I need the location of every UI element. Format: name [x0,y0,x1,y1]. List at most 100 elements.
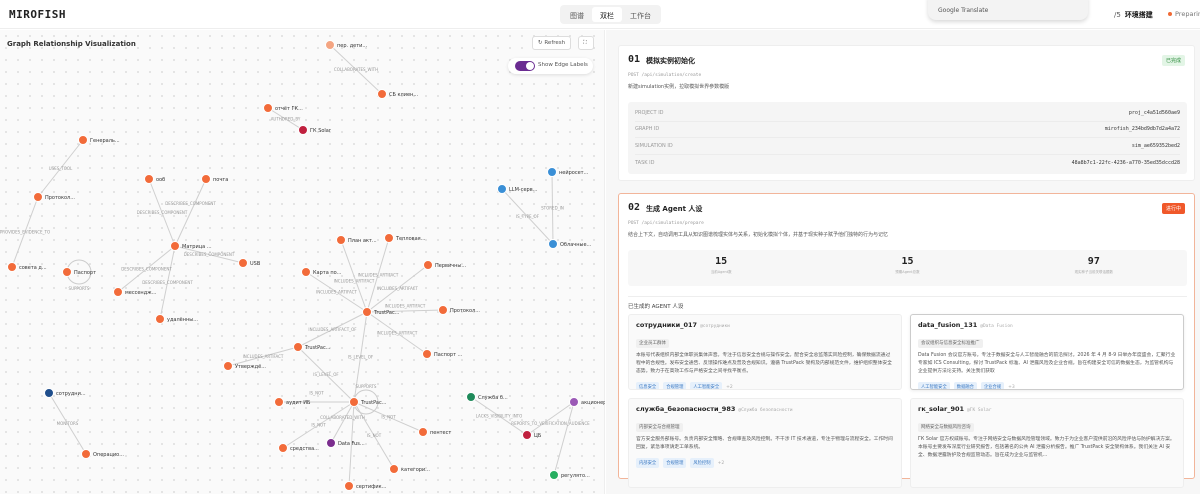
graph-edge [340,239,368,313]
refresh-label: Refresh [544,40,566,46]
tab-split[interactable]: 双栏 [592,7,622,22]
agent-role: 内部安全与合规管理 [636,422,683,432]
graph-node[interactable] [418,427,428,437]
graph-node[interactable] [569,397,579,407]
topic-tag: 内部安全 [636,458,660,468]
edge-label: MONITORS [57,421,79,426]
graph-node[interactable] [263,103,273,113]
agent-profile-card[interactable]: сотрудники_017 @сотрудники 企业员工群体 本账号代表组织… [628,314,902,390]
graph-node[interactable] [422,349,432,359]
graph-node[interactable] [344,481,354,491]
graph-node[interactable] [384,233,394,243]
node-label: Тепловая... [395,236,426,242]
graph-node[interactable] [522,430,532,440]
edge-label: INCLUDES_ARTIFACT_OF [308,327,357,332]
agent-profile-card[interactable]: data_fusion_131 @Data Fusion 会议组织与信息安全标准推… [910,314,1184,390]
graph-node[interactable] [113,287,123,297]
tab-graph[interactable]: 图谱 [570,12,584,20]
graph-node[interactable] [362,307,372,317]
graph-node[interactable] [278,443,288,453]
node-label: регулято... [561,473,590,479]
google-translate-popup[interactable]: Google Translate [928,0,1088,20]
node-label: Паспорт ... [434,352,463,358]
graph-node[interactable] [274,397,284,407]
step-number: 01 [628,54,641,65]
graph-node[interactable] [325,40,335,50]
node-label: Утверждё... [235,364,266,370]
refresh-icon: ↻ [538,40,545,46]
agent-handle: @Служба безопасности [738,408,793,413]
step-title: 模拟实例初始化 [646,57,695,65]
stat-label: 现实种子当前关联话题数 [1074,270,1114,274]
step-description: 新建simulation实例，拉取模拟世界参数模版 [628,84,730,90]
graph-node[interactable] [326,438,336,448]
toggle-switch[interactable] [515,61,535,71]
graph-node[interactable] [349,397,359,407]
graph-node[interactable] [144,174,154,184]
workflow-panel: 01 模拟实例初始化 已完成 POST /api/simulation/crea… [606,30,1200,494]
graph-edge [174,245,244,264]
agent-name: data_fusion_131 @Data Fusion [918,321,1176,329]
graph-edge [353,311,368,403]
graph-node[interactable] [44,388,54,398]
graph-node[interactable] [170,241,180,251]
graph-edge [159,245,176,320]
graph-title: Graph Relationship Visualization [7,40,136,48]
graph-edge [329,44,383,95]
graph-node[interactable] [223,361,233,371]
graph-node[interactable] [497,184,507,194]
graph-node[interactable] [78,135,88,145]
node-label: Карта по... [313,270,342,276]
graph-node[interactable] [389,464,399,474]
node-label: ЦБ [534,433,542,439]
graph-node[interactable] [547,167,557,177]
id-key: PROJECT ID [635,109,664,116]
graph-node[interactable] [438,305,448,315]
refresh-button[interactable]: ↻ Refresh [532,36,572,50]
graph-node[interactable] [155,314,165,324]
graph-panel[interactable]: COLLABORATES_WITH AUTHORED_BY USES_TOOL PRO… [0,30,605,494]
topic-tag: 数据融合 [953,382,977,389]
node-label: TrustPac... [360,400,387,406]
edge-label: STORED_IN [541,206,564,211]
agent-role: 会议组织与信息安全标准推广 [918,338,983,348]
graph-node[interactable] [466,392,476,402]
graph-edge [366,309,444,313]
node-label: TrustPac... [304,345,331,351]
graph-edge [470,396,528,436]
edge-label: INCLUDES_ARTIFACT [358,273,399,278]
graph-node[interactable] [238,258,248,268]
step-number: 02 [628,202,641,213]
graph-node[interactable] [33,192,43,202]
graph-node[interactable] [336,235,346,245]
agent-bio: 本账号代表组织内部全体职员集体声音。专注于信息安全合规与操作安全。配合安全总监落… [636,353,892,374]
graph-node[interactable] [548,239,558,249]
tab-workbench[interactable]: 工作台 [630,12,651,20]
graph-node[interactable] [423,260,433,270]
step-card-agent-profiles: 02 生成 Agent 人设 进行中 POST /api/simulation/… [618,193,1195,488]
node-label: План акт... [348,238,377,244]
graph-node[interactable] [7,262,17,272]
stat-label: 当前Agent数 [710,270,732,274]
agent-profile-card[interactable]: гк_solar_901 @ГК Solar 网络安全与数据风险咨询 ГК Sol… [910,398,1184,488]
graph-edge [348,401,355,487]
status-indicator: Preparing [1168,10,1200,18]
graph-node[interactable] [301,267,311,277]
step-count: /5 [1114,11,1121,19]
graph-node[interactable] [298,125,308,135]
graph-node[interactable] [549,470,559,480]
graph-node[interactable] [293,342,303,352]
show-edge-labels-toggle[interactable]: Show Edge Labels [508,58,593,74]
edge-label: IS_NOT [311,423,326,428]
graph-node[interactable] [81,449,91,459]
fullscreen-button[interactable]: ⛶ [578,36,594,50]
graph-node[interactable] [62,267,72,277]
agent-profile-card[interactable]: служба_безопасности_983 @Служба безопасно… [628,398,902,488]
graph-node[interactable] [201,174,211,184]
graph-canvas[interactable]: COLLABORATES_WITH AUTHORED_BY USES_TOOL PRO… [0,30,605,494]
stat-current-agents: 15 当前Agent数 [628,250,814,286]
node-label: сертифик... [356,484,387,490]
node-label: категори... [401,467,430,473]
id-row: GRAPH ID mirofish_234bd9db7d2a4a72 [635,122,1180,138]
graph-node[interactable] [377,89,387,99]
